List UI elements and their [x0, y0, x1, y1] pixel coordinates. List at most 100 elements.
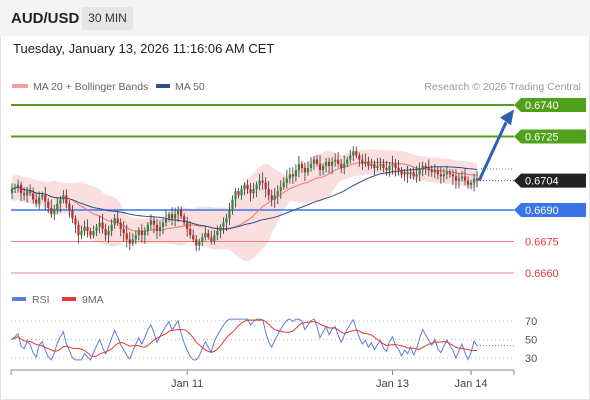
candle-body	[213, 235, 216, 242]
candle-body	[122, 228, 125, 234]
candle-body	[400, 170, 403, 175]
candle	[457, 173, 461, 189]
candle-body	[101, 222, 104, 229]
candle	[16, 179, 20, 193]
level-tag-0.6740	[514, 98, 586, 112]
x-tick-label: Jan 13	[376, 378, 409, 390]
candle-body	[77, 224, 80, 236]
candle	[204, 225, 207, 241]
forecast-arrow-shaft	[477, 121, 508, 182]
candle	[472, 173, 476, 192]
candle-body	[198, 241, 201, 246]
candle-body	[95, 226, 98, 231]
candle-body	[466, 180, 470, 185]
candle	[65, 189, 68, 209]
ma50-legend-label: MA 50	[175, 81, 205, 93]
candle	[38, 191, 41, 210]
candle-body	[418, 170, 421, 175]
candle-body	[442, 174, 445, 177]
candle	[451, 169, 455, 185]
candle	[406, 165, 409, 183]
candle	[282, 177, 285, 190]
candle	[137, 227, 140, 241]
candle-body	[270, 195, 273, 200]
candle	[367, 156, 370, 170]
candle	[346, 156, 349, 168]
candle	[421, 161, 424, 177]
candle-body	[276, 191, 279, 196]
candle	[364, 153, 367, 167]
candle-body	[258, 180, 261, 185]
candle-body	[331, 161, 334, 166]
candle	[475, 170, 479, 187]
candle-body	[225, 218, 228, 223]
candle-body	[255, 184, 258, 189]
candle-body	[337, 159, 340, 164]
candle-body	[71, 210, 74, 219]
candle-body	[249, 189, 252, 194]
candle-body	[62, 195, 65, 200]
candle-body	[291, 174, 294, 177]
level-tag-0.6690	[514, 203, 586, 217]
rsi-tick-70: 70	[525, 316, 537, 328]
candle	[198, 238, 201, 251]
candle	[442, 168, 445, 183]
x-axis: Jan 11 Jan 13 Jan 14	[10, 369, 515, 390]
level-label-0.6704: 0.6704	[525, 176, 559, 188]
candle	[388, 161, 391, 177]
candle	[234, 188, 237, 208]
candle-body	[252, 189, 255, 194]
candle-body	[385, 168, 388, 171]
candle	[228, 202, 231, 225]
candle-body	[167, 214, 171, 219]
candle-body	[261, 180, 264, 183]
candle	[68, 200, 71, 218]
candle-body	[361, 159, 364, 164]
candle	[104, 223, 107, 241]
candle	[56, 196, 59, 215]
candle	[382, 159, 385, 172]
price-levels	[11, 104, 514, 274]
candle-body	[32, 193, 35, 200]
chart-datetime: Tuesday, January 13, 2026 11:16:06 AM CE…	[13, 41, 275, 56]
candle	[391, 155, 394, 175]
candle	[146, 222, 149, 236]
timeframe-badge[interactable]: 30 MIN	[82, 7, 133, 30]
candle-body	[80, 231, 83, 236]
candle	[448, 169, 451, 178]
candle	[207, 229, 210, 240]
candle	[315, 155, 319, 167]
candle	[95, 223, 98, 237]
candle	[225, 213, 228, 231]
candle-body	[267, 189, 270, 196]
candle	[297, 155, 300, 178]
candle	[460, 171, 464, 182]
candle	[29, 184, 32, 197]
candle-body	[89, 231, 92, 236]
candle-body	[448, 172, 451, 175]
candle	[273, 187, 276, 208]
candle	[261, 172, 264, 190]
candle-body	[107, 231, 110, 236]
candle-body	[29, 191, 32, 194]
candle	[312, 155, 316, 170]
candle	[170, 207, 174, 226]
candle	[186, 216, 189, 237]
candle	[424, 162, 427, 175]
candle-body	[192, 235, 195, 240]
candle	[466, 176, 470, 189]
candle-body	[445, 172, 448, 175]
candle-body	[228, 210, 231, 219]
candle	[216, 225, 219, 241]
candle	[119, 218, 122, 237]
candle	[394, 158, 397, 177]
level-label-0.6675: 0.6675	[525, 237, 559, 249]
candle-body	[41, 195, 44, 198]
candle-body	[210, 237, 213, 242]
candle	[400, 167, 403, 179]
candle-body	[237, 191, 240, 196]
candle	[122, 220, 125, 242]
candle	[433, 164, 436, 179]
candle	[89, 227, 92, 240]
